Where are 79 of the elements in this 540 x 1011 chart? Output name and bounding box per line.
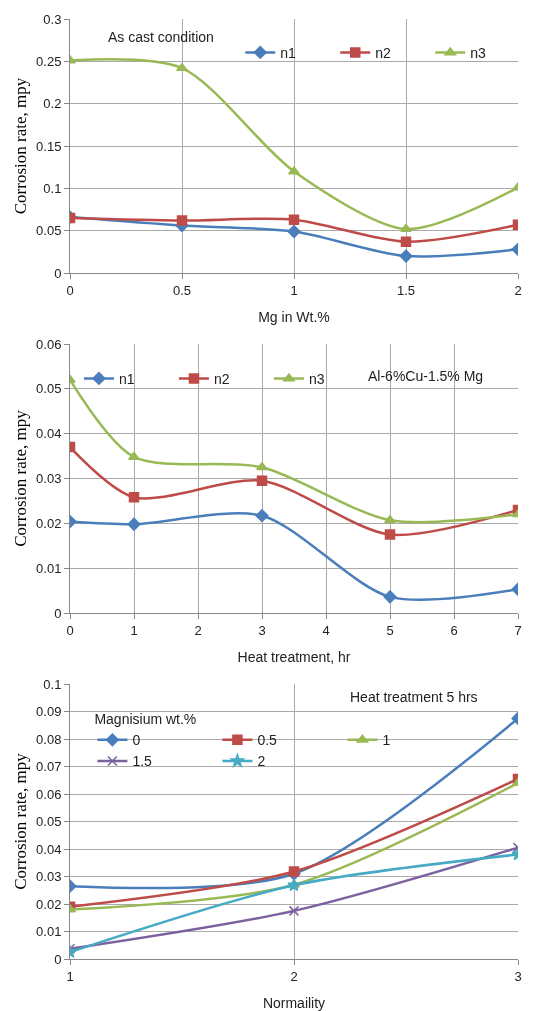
legend-label: n1 — [280, 44, 297, 61]
y-tick-label: 0.01 — [36, 560, 62, 576]
y-tick-label: 0.2 — [43, 96, 62, 112]
legend-label: 0 — [132, 732, 141, 749]
x-axis-title: Normaility — [262, 995, 326, 1011]
annotation: Al-6%Cu-1.5% Mg — [368, 368, 484, 384]
y-tick-label: 0 — [54, 605, 62, 621]
legend-label: 1.5 — [132, 753, 153, 770]
legend-title: Magnisium wt.% — [94, 711, 197, 728]
y-tick-label: 0.05 — [36, 814, 62, 830]
y-tick-label: 0 — [54, 265, 62, 281]
y-tick-label: 0.07 — [36, 759, 62, 775]
point — [384, 514, 396, 524]
point — [127, 517, 141, 531]
x-tick-label: 1 — [66, 968, 74, 984]
x-tick-label: 2 — [290, 968, 298, 984]
x-tick-label: 6 — [450, 622, 458, 638]
point — [288, 166, 300, 175]
y-tick-label: 0.3 — [43, 11, 62, 27]
y-axis-title: Corrosion rate, mpy — [11, 77, 30, 215]
y-tick-label: 0.05 — [36, 381, 62, 397]
x-tick-label: 1 — [130, 622, 138, 638]
x-tick-label: 4 — [322, 622, 330, 638]
legend-label: 1 — [382, 732, 391, 749]
legend-label: n2 — [375, 44, 392, 61]
legend-label: 2 — [257, 753, 266, 770]
y-tick-label: 0.01 — [36, 924, 62, 940]
point — [384, 529, 396, 540]
x-tick-label: 0.5 — [172, 282, 192, 298]
x-tick-label: 2 — [514, 282, 522, 298]
y-axis-title: Corrosion rate, mpy — [11, 752, 30, 890]
x-tick-label: 1.5 — [396, 282, 416, 298]
x-tick-label: 3 — [514, 968, 522, 984]
point — [399, 249, 413, 263]
y-tick-label: 0.03 — [36, 869, 62, 885]
point — [128, 451, 140, 460]
point — [288, 214, 300, 225]
annotation: Heat treatment 5 hrs — [350, 689, 478, 705]
annotation: As cast condition — [108, 29, 214, 45]
legend-label: n3 — [470, 44, 487, 61]
y-tick-label: 0.1 — [43, 676, 62, 692]
point — [176, 215, 188, 226]
y-tick-label: 0.15 — [36, 138, 62, 154]
point — [383, 590, 397, 604]
y-tick-label: 0.08 — [36, 731, 62, 747]
y-tick-label: 0.02 — [36, 896, 62, 912]
x-tick-label: 3 — [258, 622, 266, 638]
x-tick-label: 7 — [514, 622, 522, 638]
x-axis-title: Mg in Wt.% — [258, 309, 330, 325]
point — [256, 475, 268, 486]
y-tick-label: 0.1 — [43, 180, 62, 196]
y-tick-label: 0 — [54, 951, 62, 967]
y-tick-label: 0.09 — [36, 704, 62, 720]
point — [400, 236, 412, 247]
y-tick-label: 0.03 — [36, 471, 62, 487]
legend-label: n3 — [308, 370, 325, 387]
x-tick-label: 5 — [386, 622, 394, 638]
point — [176, 62, 188, 72]
point — [400, 223, 412, 232]
y-tick-label: 0.06 — [36, 336, 62, 352]
x-axis-title: Heat treatment, hr — [237, 649, 351, 665]
x-tick-label: 2 — [194, 622, 202, 638]
legend-label: n1 — [118, 370, 135, 387]
point — [256, 462, 268, 471]
point — [128, 492, 140, 503]
x-tick-label: 0 — [66, 282, 74, 298]
y-tick-label: 0.25 — [36, 53, 62, 69]
y-axis-title: Corrosion rate, mpy — [11, 409, 30, 547]
point — [255, 509, 269, 523]
x-tick-label: 1 — [290, 282, 298, 298]
y-tick-label: 0.04 — [36, 841, 62, 857]
y-tick-label: 0.04 — [36, 426, 62, 442]
y-tick-label: 0.02 — [36, 515, 62, 531]
x-tick-label: 0 — [66, 622, 74, 638]
y-tick-label: 0.05 — [36, 223, 62, 239]
legend-label: 0.5 — [257, 732, 278, 749]
legend-label: n2 — [213, 370, 230, 387]
point — [287, 224, 301, 239]
y-tick-label: 0.06 — [36, 786, 62, 802]
